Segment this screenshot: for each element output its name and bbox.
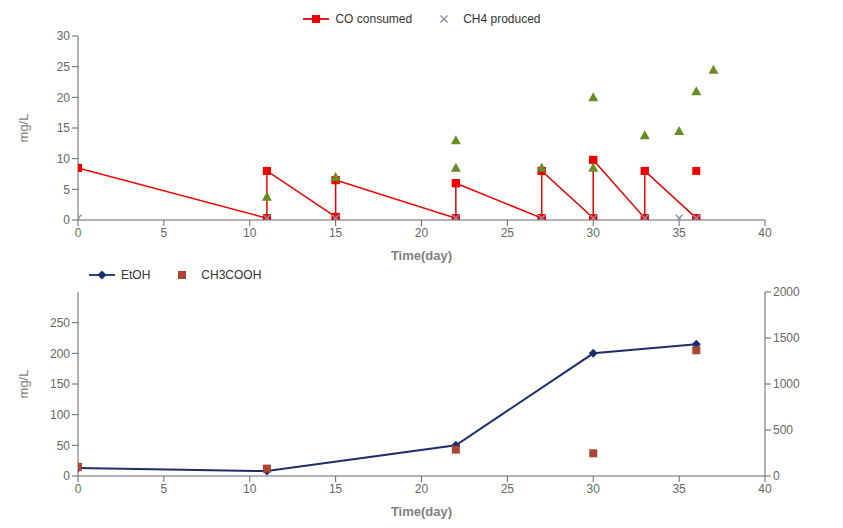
- svg-text:25: 25: [501, 482, 515, 496]
- svg-text:5: 5: [161, 482, 168, 496]
- svg-text:2000: 2000: [773, 286, 800, 299]
- svg-text:Time(day): Time(day): [391, 504, 452, 519]
- html-text:EtOH: EtOH: [121, 268, 151, 282]
- svg-text:mg/L: mg/L: [16, 370, 31, 399]
- svg-text:100: 100: [50, 408, 70, 422]
- html-text:CO consumed: CO consumed: [335, 12, 413, 26]
- svg-text:1000: 1000: [773, 377, 800, 391]
- svg-text:5: 5: [63, 183, 70, 197]
- svg-text:0: 0: [75, 482, 82, 496]
- svg-text:15: 15: [329, 226, 343, 240]
- svg-text:0: 0: [63, 469, 70, 483]
- svg-text:25: 25: [501, 226, 515, 240]
- svg-text:20: 20: [57, 91, 71, 105]
- svg-text:250: 250: [50, 316, 70, 330]
- svg-text:30: 30: [587, 226, 601, 240]
- svg-text:40: 40: [758, 482, 772, 496]
- svg-text:15: 15: [329, 482, 343, 496]
- svg-text:25: 25: [57, 60, 71, 74]
- svg-text:200: 200: [50, 347, 70, 361]
- svg-text:10: 10: [243, 226, 257, 240]
- svg-text:5: 5: [161, 226, 168, 240]
- html-text:CH3COOH: CH3COOH: [201, 268, 262, 282]
- svg-text:0: 0: [773, 469, 780, 483]
- svg-text:40: 40: [758, 226, 772, 240]
- svg-text:15: 15: [57, 121, 71, 135]
- svg-text:30: 30: [57, 30, 71, 43]
- svg-text:500: 500: [773, 423, 793, 437]
- svg-text:0: 0: [75, 226, 82, 240]
- html-text:CH4 produced: CH4 produced: [463, 12, 541, 26]
- svg-text:1500: 1500: [773, 331, 800, 345]
- svg-text:10: 10: [57, 152, 71, 166]
- svg-text:30: 30: [587, 482, 601, 496]
- svg-text:Time(day): Time(day): [391, 248, 452, 263]
- svg-text:20: 20: [415, 482, 429, 496]
- svg-text:mg/L: mg/L: [16, 114, 31, 143]
- svg-text:20: 20: [415, 226, 429, 240]
- svg-text:10: 10: [243, 482, 257, 496]
- svg-text:0: 0: [63, 213, 70, 227]
- svg-text:150: 150: [50, 377, 70, 391]
- svg-text:35: 35: [672, 226, 686, 240]
- svg-text:35: 35: [672, 482, 686, 496]
- svg-text:50: 50: [57, 439, 71, 453]
